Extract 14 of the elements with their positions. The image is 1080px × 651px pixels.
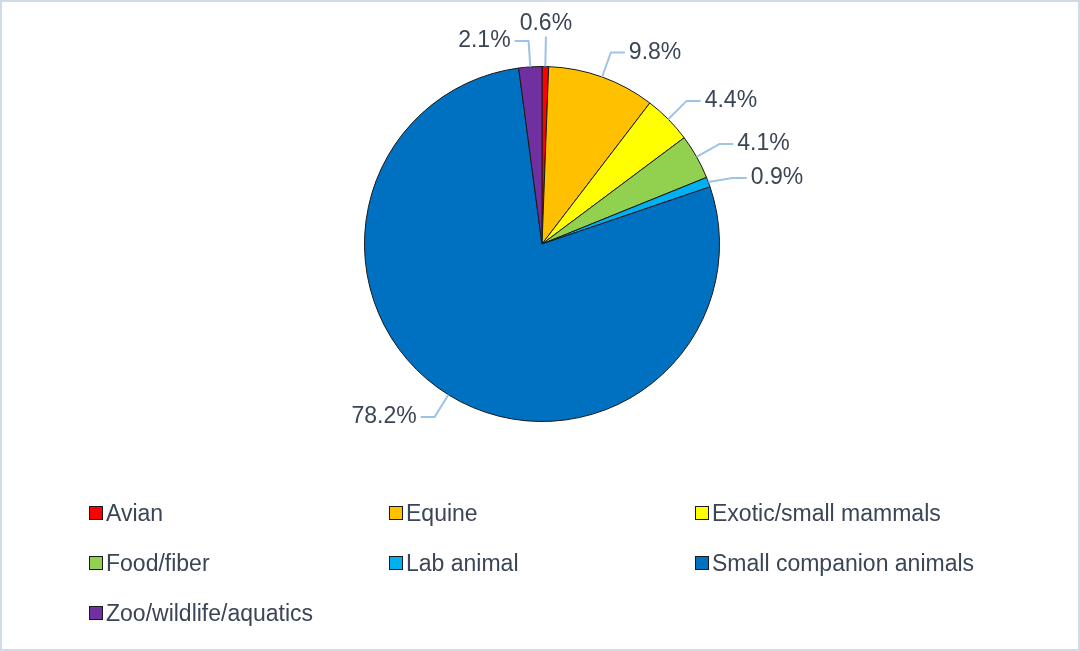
data-label: 0.9%: [750, 163, 804, 190]
data-label: 2.1%: [458, 26, 511, 53]
data-label: 4.1%: [737, 129, 790, 156]
legend-label: Equine: [406, 499, 478, 527]
legend-label: Zoo/wildlife/aquatics: [106, 599, 314, 627]
legend-label: Small companion animals: [712, 549, 975, 577]
legend-label: Exotic/small mammals: [712, 499, 941, 527]
legend-label: Lab animal: [406, 549, 519, 577]
data-label: 78.2%: [351, 402, 417, 429]
legend-label: Food/fiber: [106, 549, 210, 577]
data-label: 4.4%: [704, 86, 758, 113]
data-label: 9.8%: [628, 37, 682, 64]
data-label: 0.6%: [519, 9, 573, 36]
legend-label: Avian: [106, 499, 164, 527]
